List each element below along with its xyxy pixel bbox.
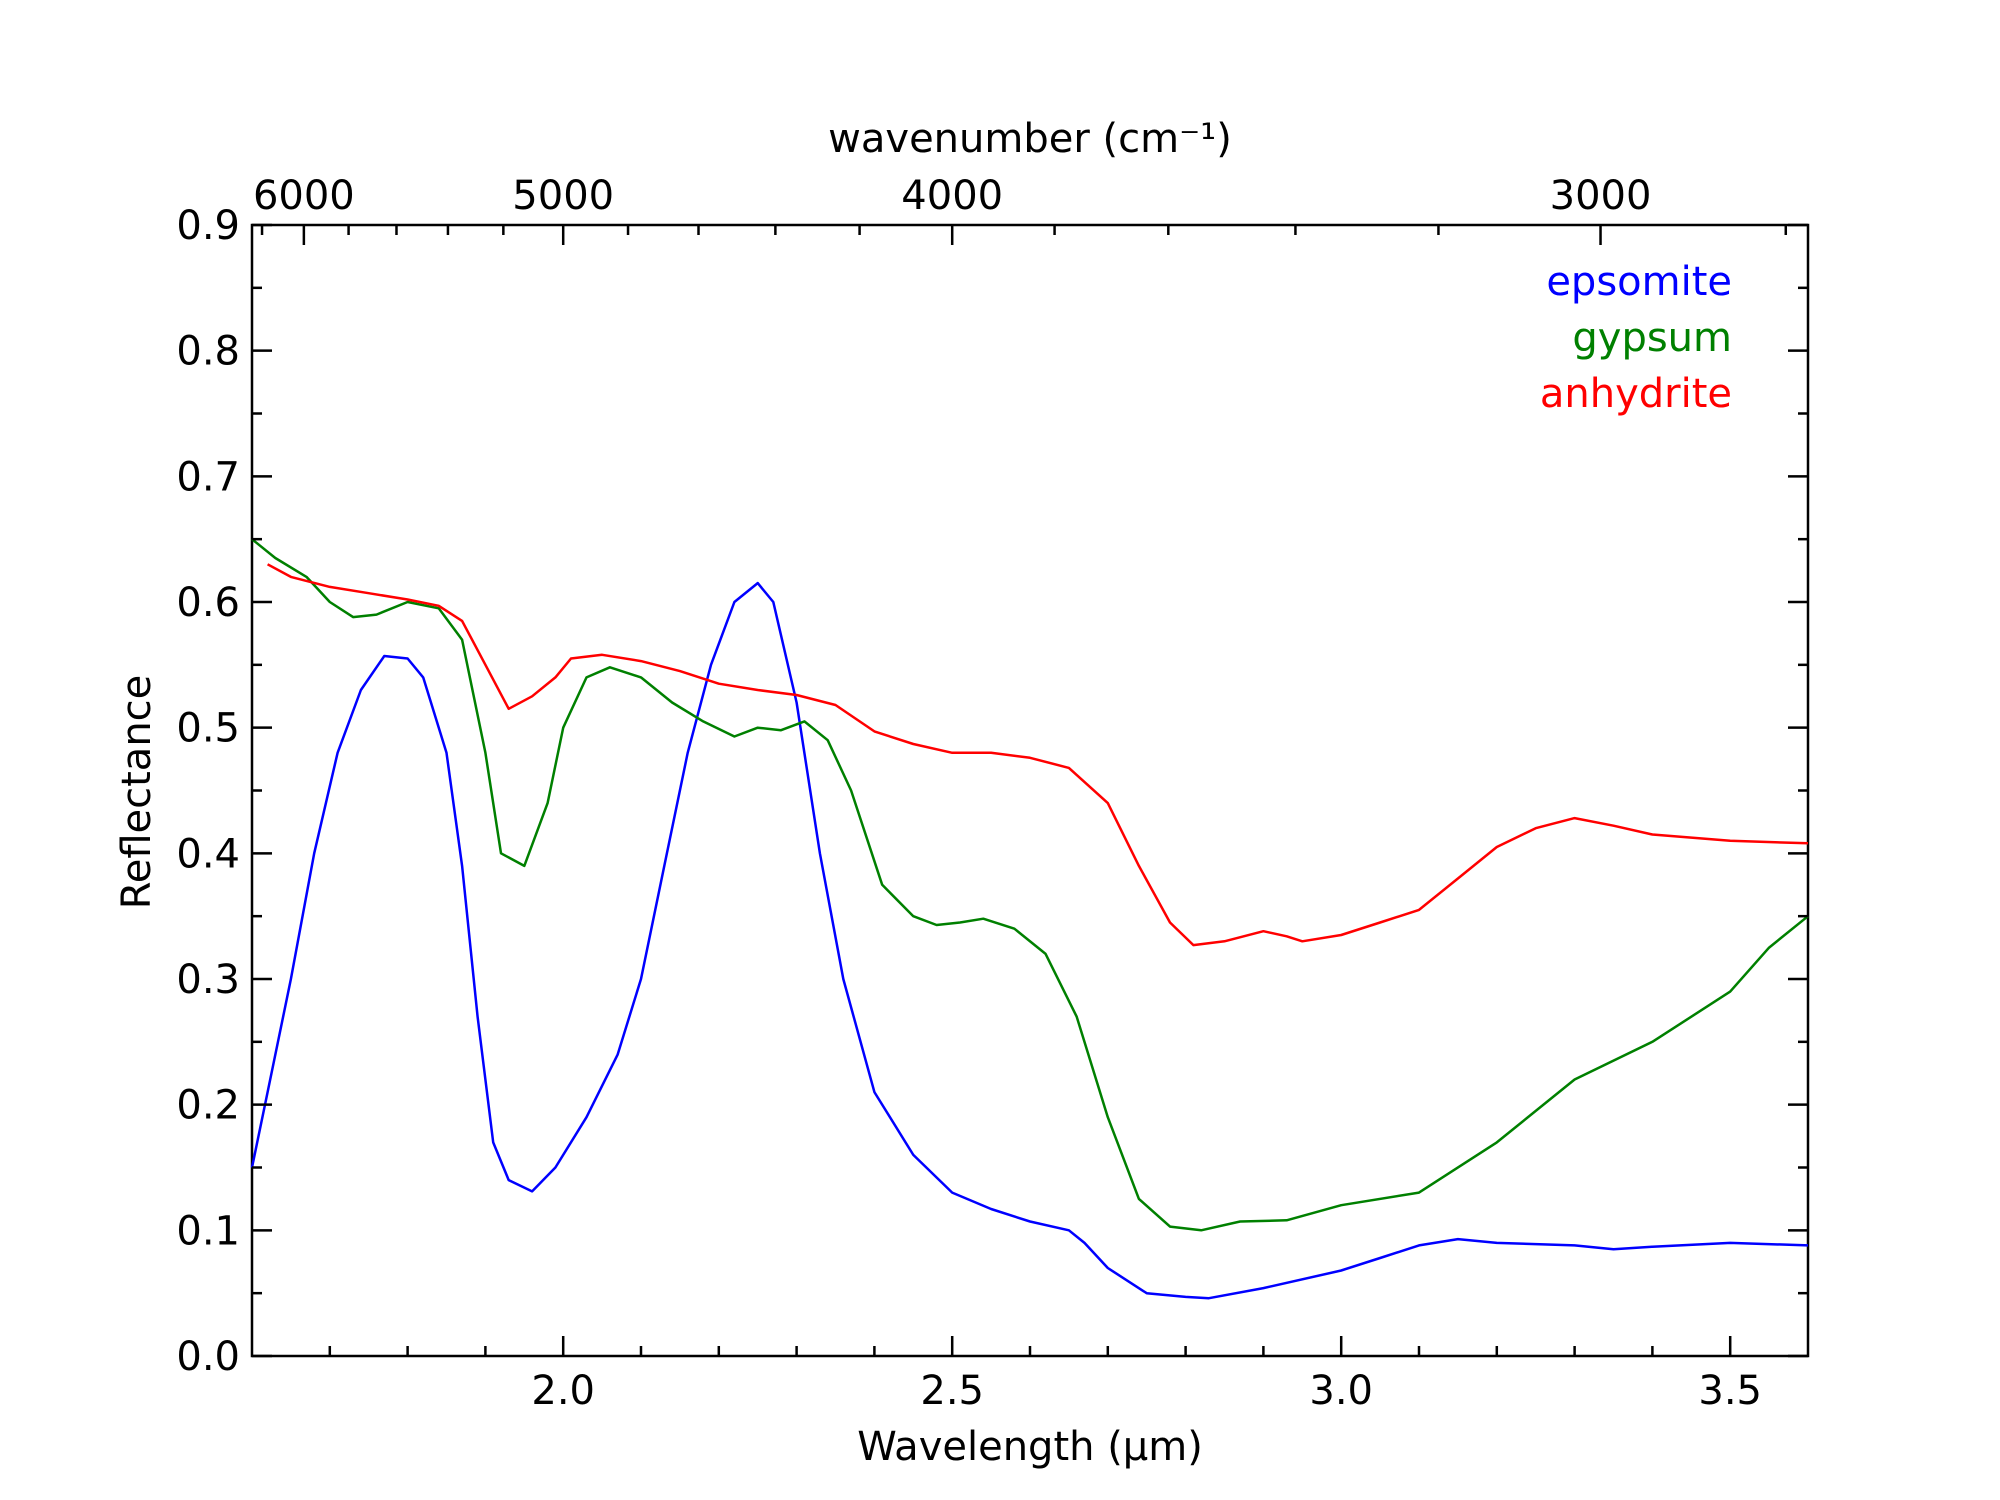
y-tick-label: 0.3	[176, 957, 240, 1003]
x-tick-label: 2.0	[531, 1368, 595, 1414]
top-tick-label: 5000	[512, 173, 614, 219]
legend-entry: epsomite	[1546, 259, 1732, 305]
tick-layer: 0.0 0.1 0.2 0.3 0.4 0.5 0.6 0.7 0.8 0.9 2.0 2.5 3.0 3…	[176, 173, 1808, 1414]
series-line-anhydrite	[267, 563, 1809, 947]
x-tick-label: 2.5	[920, 1368, 984, 1414]
y-tick-label: 0.0	[176, 1334, 240, 1380]
y-tick-label: 0.7	[176, 454, 240, 500]
top-tick-label: 3000	[1550, 173, 1652, 219]
legend-entry: gypsum	[1572, 315, 1732, 361]
y-tick-label: 0.5	[176, 706, 240, 752]
legend: epsomite gypsum anhydrite	[1540, 259, 1732, 417]
legend-entry: anhydrite	[1540, 371, 1732, 417]
y-tick-label: 0.4	[176, 831, 240, 877]
x-axis-label: Wavelength (μm)	[857, 1424, 1203, 1470]
series-line-gypsum	[251, 538, 1809, 1232]
x-tick-label: 3.0	[1309, 1368, 1373, 1414]
y-axis-label: Reflectance	[114, 675, 160, 910]
y-tick-label: 0.2	[176, 1083, 240, 1129]
series-line-epsomite	[250, 581, 1809, 1300]
top-axis-label: wavenumber (cm⁻¹)	[828, 116, 1232, 162]
x-tick-label: 3.5	[1698, 1368, 1762, 1414]
y-tick-label: 0.1	[176, 1208, 240, 1254]
top-tick-label: 4000	[901, 173, 1003, 219]
y-tick-label: 0.8	[176, 329, 240, 375]
top-tick-label: 6000	[253, 173, 355, 219]
y-tick-label: 0.6	[176, 580, 240, 626]
series-layer	[250, 538, 1809, 1300]
y-tick-label: 0.9	[176, 203, 240, 249]
